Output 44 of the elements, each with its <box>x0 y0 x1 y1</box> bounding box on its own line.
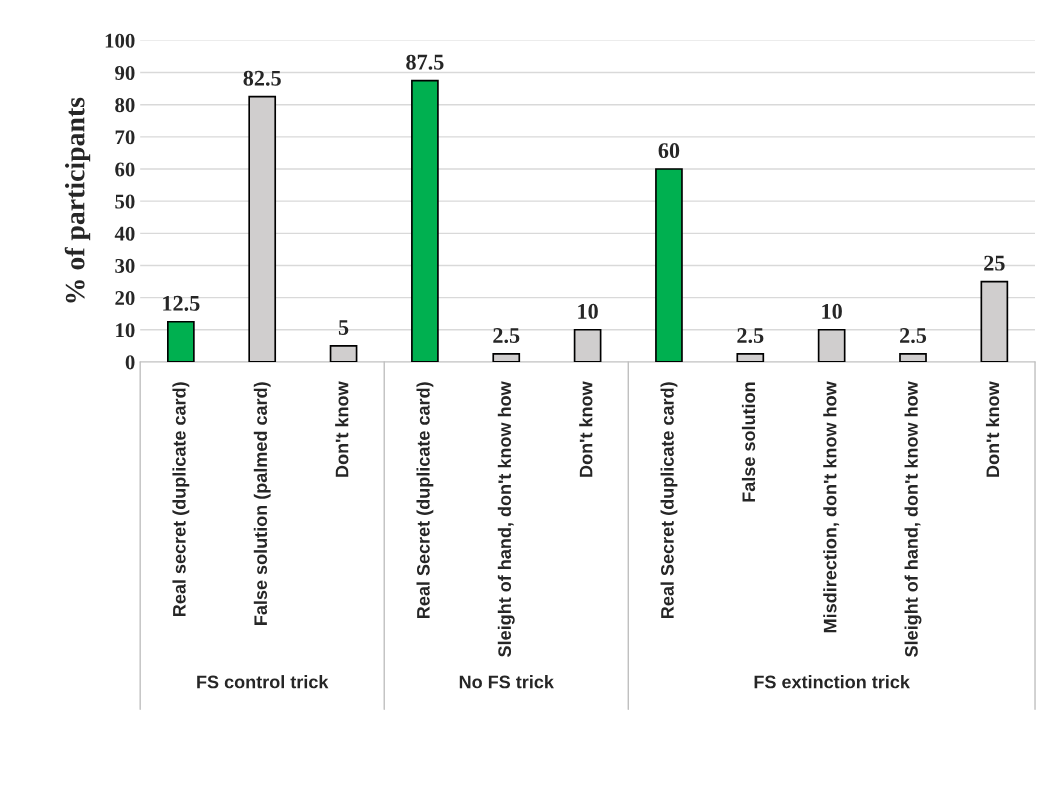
x-tick-label: Real secret (duplicate card) <box>172 382 190 616</box>
text: FS control trick <box>197 675 329 689</box>
y-tick-label: 40 <box>114 226 135 241</box>
data-label: 87.5 <box>406 54 444 70</box>
y-tick-label: 60 <box>115 162 135 177</box>
x-tick-label: False solution (palmed card) <box>253 382 271 625</box>
x-tick-label: Real Secret (duplicate card) <box>416 382 434 618</box>
bar <box>655 168 683 362</box>
y-tick-label: 90 <box>115 65 135 80</box>
y-tick-label: 0 <box>125 355 135 370</box>
y-tick-label: 50 <box>115 194 135 209</box>
bar <box>492 353 521 362</box>
data-label: 2.5 <box>493 328 520 344</box>
data-label: 25 <box>984 255 1005 271</box>
y-tick-label: 20 <box>115 291 135 306</box>
data-label: 10 <box>578 303 598 319</box>
bar <box>736 353 765 362</box>
y-tick-label: 30 <box>115 258 135 273</box>
text: No FS trick <box>459 675 554 689</box>
data-label: 10 <box>822 303 842 319</box>
y-tick-label: 100 <box>105 33 135 48</box>
data-label: 60 <box>658 143 680 159</box>
bar <box>411 79 439 362</box>
bar <box>167 320 195 362</box>
data-label: 82.5 <box>243 70 281 86</box>
x-tick-label: Don't know <box>579 381 593 477</box>
y-tick-label: 10 <box>116 323 135 338</box>
x-tick-label: Don't know <box>335 381 349 477</box>
y-tick-label: 70 <box>115 130 135 145</box>
y-tick-label: 80 <box>115 98 135 113</box>
x-tick-label: Don't know <box>985 381 1000 477</box>
bar <box>899 353 927 362</box>
data-label: 2.5 <box>737 328 764 344</box>
x-tick-label: Sleight of hand, don't know how <box>904 381 922 657</box>
data-label: 2.5 <box>900 328 927 344</box>
data-label: 12.5 <box>163 295 200 311</box>
x-tick-label: Real Secret (duplicate card) <box>660 382 678 618</box>
bar <box>329 345 358 362</box>
x-tick-label: Sleight of hand, don't know how <box>497 381 515 657</box>
y-axis-title: % of participants <box>64 97 91 303</box>
x-tick-label: False solution <box>741 382 756 502</box>
data-label: 5 <box>338 320 349 335</box>
x-tick-label: Misdirection, don't know how <box>823 381 840 633</box>
text: FS extinction trick <box>754 675 910 689</box>
